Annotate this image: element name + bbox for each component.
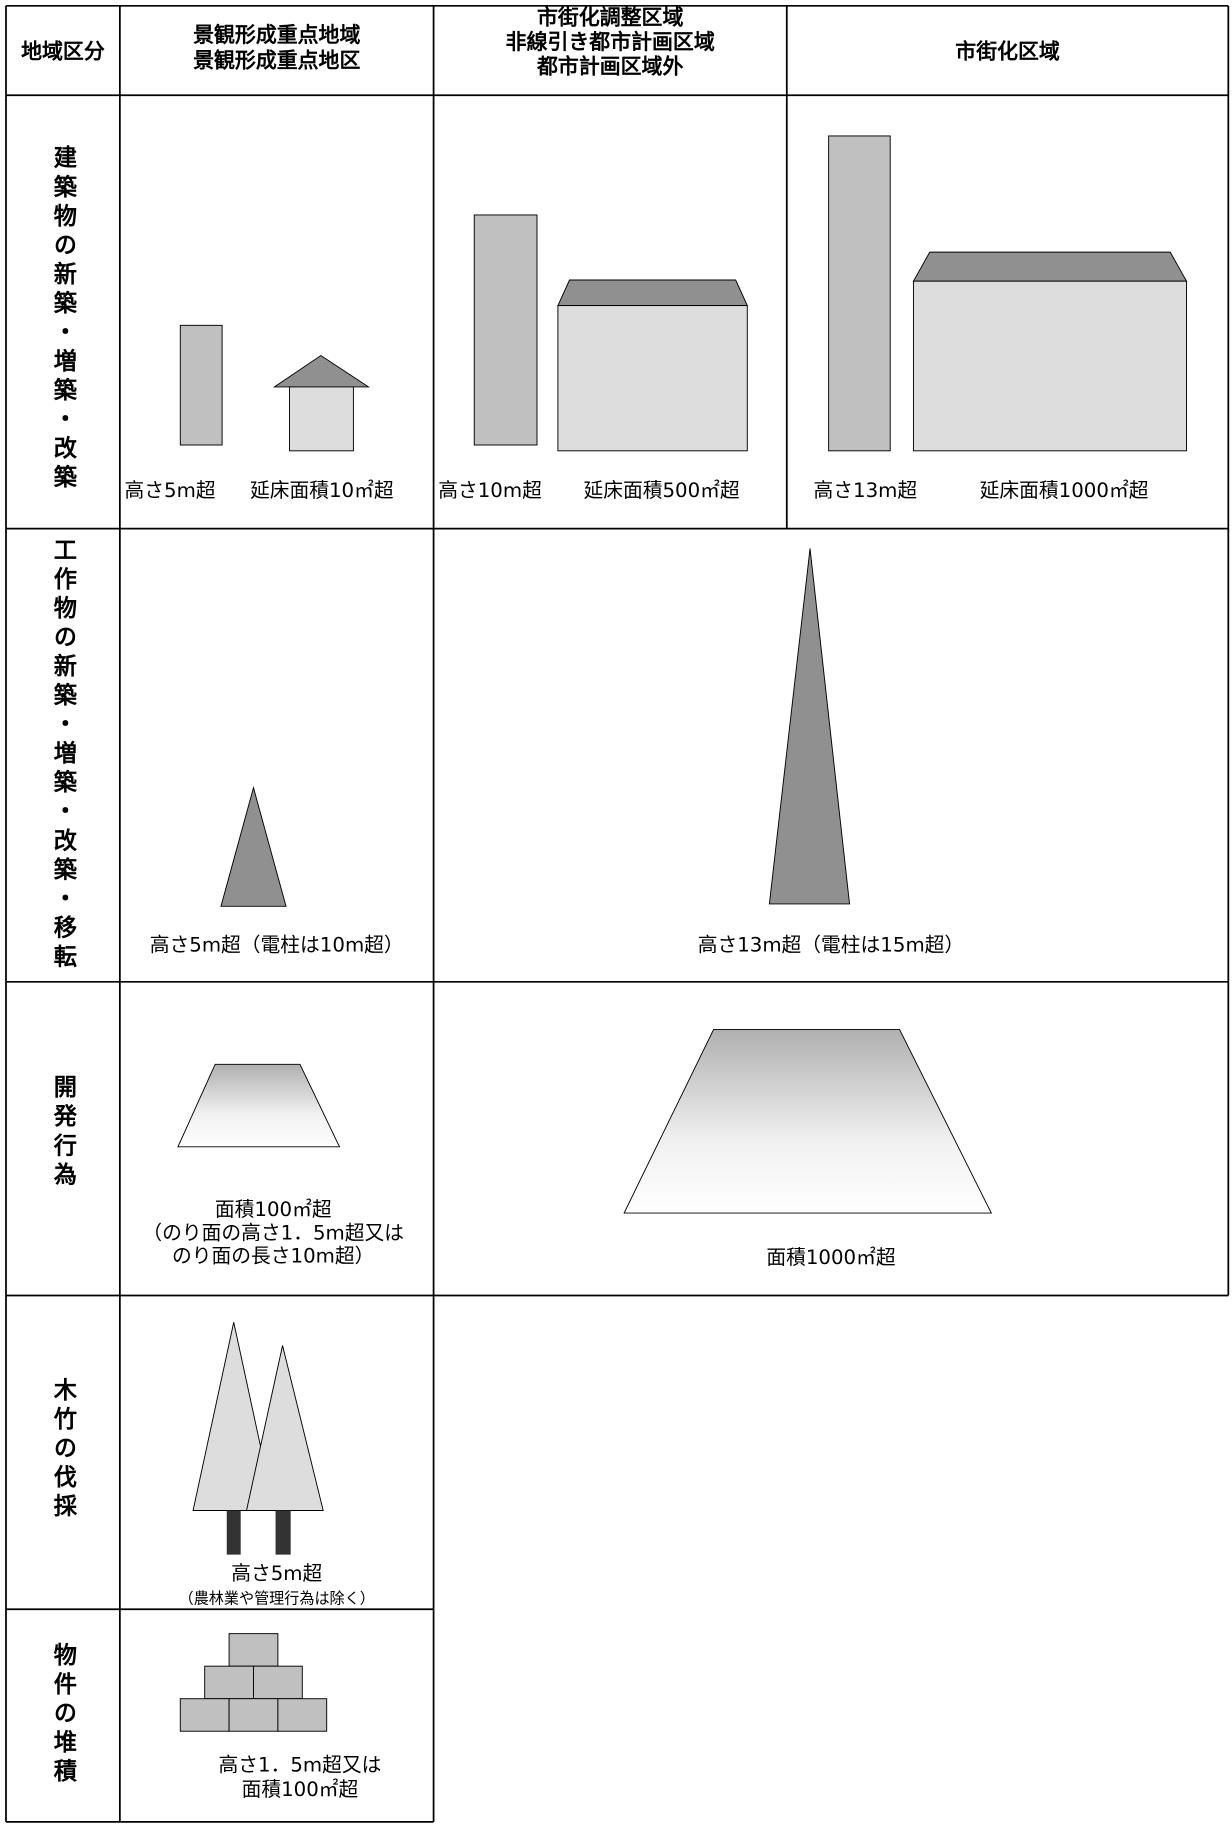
row-label: 開発行為 bbox=[49, 1075, 78, 1191]
caption: 高さ5m超 bbox=[125, 479, 216, 502]
caption: 高さ10m超 bbox=[438, 479, 542, 502]
caption: 高さ1．5m超又は bbox=[219, 1754, 382, 1777]
caption: のり面の長さ10m超） bbox=[172, 1245, 374, 1268]
structures bbox=[220, 548, 851, 907]
caption: 高さ13m超 bbox=[814, 479, 918, 502]
header-cell: 景観形成重点地域 bbox=[193, 23, 360, 47]
caption: 高さ5m超 bbox=[231, 1562, 322, 1585]
header: 地域区分 景観形成重点地域 景観形成重点地区 市街化調整区域 非線引き都市計画区… bbox=[21, 6, 1060, 79]
header-cell: 市街化調整区域 bbox=[537, 6, 683, 30]
header-cell: 景観形成重点地区 bbox=[193, 49, 360, 73]
header-cell: 地域区分 bbox=[21, 39, 105, 63]
caption: 高さ5m超（電柱は10m超） bbox=[150, 933, 404, 956]
piles bbox=[179, 1633, 328, 1732]
caption: 面積100㎡超 bbox=[215, 1198, 332, 1221]
caption: （のり面の高さ1．5m超又は bbox=[142, 1221, 404, 1244]
header-cell: 市街化区域 bbox=[955, 39, 1060, 63]
header-cell: 都市計画区域外 bbox=[536, 54, 683, 78]
caption: 延床面積500㎡超 bbox=[583, 479, 739, 502]
grid-lines bbox=[5, 4, 1230, 1823]
header-cell: 非線引き都市計画区域 bbox=[506, 30, 715, 54]
row-label: 工作物の新築・増築・改築・移転 bbox=[49, 537, 78, 973]
trees bbox=[192, 1322, 324, 1555]
caption: （農林業や管理行為は除く） bbox=[179, 1589, 375, 1607]
caption: 延床面積1000㎡超 bbox=[980, 479, 1149, 502]
buildings bbox=[179, 135, 1188, 452]
caption: 高さ13m超（電柱は15m超） bbox=[698, 933, 965, 956]
row-labels: 建築物の新築・増築・改築 工作物の新築・増築・改築・移転 開発行為 木竹の伐採 … bbox=[49, 145, 78, 1787]
land-shapes bbox=[177, 1028, 993, 1214]
row-label: 建築物の新築・増築・改築 bbox=[49, 145, 78, 493]
caption: 面積100㎡超 bbox=[242, 1778, 359, 1801]
row-label: 木竹の伐採 bbox=[49, 1377, 78, 1522]
caption: 面積1000㎡超 bbox=[766, 1246, 896, 1269]
row-label: 物件の堆積 bbox=[49, 1642, 77, 1788]
caption: 延床面積10㎡超 bbox=[250, 479, 394, 502]
